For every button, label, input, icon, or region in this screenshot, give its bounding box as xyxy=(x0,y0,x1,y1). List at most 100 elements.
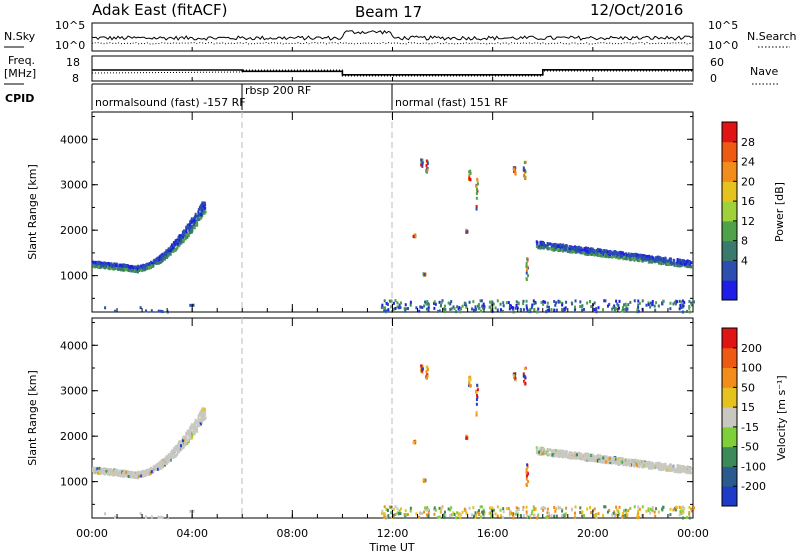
velocity-point xyxy=(539,446,542,450)
nave-line xyxy=(91,69,693,77)
power-point xyxy=(593,253,596,257)
velocity-point xyxy=(529,514,532,518)
velocity-point xyxy=(187,438,190,442)
power-point xyxy=(602,252,605,256)
velocity-point xyxy=(609,460,612,464)
power-point xyxy=(482,302,485,306)
velocity-point xyxy=(463,507,466,511)
power-point xyxy=(388,299,391,303)
velocity-point xyxy=(160,460,163,464)
velocity-point xyxy=(647,509,650,513)
velocity-point xyxy=(442,513,445,517)
power-scatter xyxy=(92,158,695,314)
power-point xyxy=(637,256,640,260)
velocity-point xyxy=(476,388,479,392)
velocity-point xyxy=(669,507,672,511)
colorbar-swatch xyxy=(722,446,737,467)
velocity-point xyxy=(645,464,648,468)
velocity-point xyxy=(465,511,468,515)
power-point xyxy=(590,305,593,309)
velocity-point xyxy=(580,454,583,458)
power-point xyxy=(674,300,677,304)
velocity-point xyxy=(545,516,548,520)
power-point xyxy=(415,306,418,310)
power-point xyxy=(641,259,644,263)
velocity-point xyxy=(621,515,624,519)
velocity-point xyxy=(611,461,614,465)
power-point xyxy=(522,166,525,170)
power-point xyxy=(193,220,196,224)
velocity-point xyxy=(494,512,497,516)
velocity-point xyxy=(677,467,680,471)
velocity-point xyxy=(555,514,558,518)
velocity-point xyxy=(476,383,479,387)
velocity-point xyxy=(465,434,468,438)
velocity-point xyxy=(183,438,186,442)
power-point xyxy=(471,307,474,311)
velocity-point xyxy=(113,473,116,477)
velocity-scatter xyxy=(92,364,695,520)
x-tick-label: 00:00 xyxy=(76,527,108,540)
power-point xyxy=(425,302,428,306)
power-point xyxy=(475,192,478,196)
power-point xyxy=(190,217,193,221)
velocity-point xyxy=(110,470,113,474)
velocity-point xyxy=(135,475,138,479)
velocity-point xyxy=(676,470,679,474)
velocity-point xyxy=(480,505,483,509)
power-point xyxy=(447,301,450,305)
power-point xyxy=(651,300,654,304)
power-point xyxy=(102,264,105,268)
power-point xyxy=(197,214,200,218)
power-point xyxy=(627,255,630,259)
power-point xyxy=(204,206,207,210)
velocity-point xyxy=(580,452,583,456)
velocity-point xyxy=(177,442,180,446)
velocity-point xyxy=(633,463,636,467)
velocity-point xyxy=(583,454,586,458)
velocity-colorbar: 200 100 50 15 -15 -50 -100 -200 xyxy=(721,327,766,507)
power-point xyxy=(570,301,573,305)
velocity-point xyxy=(580,457,583,461)
power-point xyxy=(551,243,554,247)
power-point xyxy=(120,268,123,272)
power-point xyxy=(568,245,571,249)
velocity-point xyxy=(512,374,515,378)
power-point xyxy=(152,264,155,268)
x-tick-label: 04:00 xyxy=(176,527,208,540)
power-point xyxy=(553,300,556,304)
velocity-point xyxy=(529,515,532,519)
velocity-point xyxy=(107,468,110,472)
power-point xyxy=(166,310,169,314)
velocity-point xyxy=(101,469,104,473)
power-point xyxy=(559,300,562,304)
power-point xyxy=(443,310,446,314)
power-point xyxy=(526,265,529,269)
colorbar-swatch xyxy=(722,466,737,487)
power-point xyxy=(648,254,651,258)
power-point xyxy=(669,307,672,311)
velocity-point xyxy=(579,506,582,510)
velocity-point xyxy=(596,459,599,463)
power-point xyxy=(392,307,395,311)
velocity-point xyxy=(542,508,545,512)
velocity-point xyxy=(187,433,190,437)
power-point xyxy=(519,308,522,312)
velocity-point xyxy=(524,376,527,380)
velocity-point xyxy=(149,471,152,475)
velocity-point xyxy=(137,470,140,474)
power-point xyxy=(647,303,650,307)
power-point xyxy=(688,304,691,308)
power-point xyxy=(548,308,551,312)
velocity-point xyxy=(658,466,661,470)
velocity-point xyxy=(565,506,568,510)
velocity-point xyxy=(176,445,179,449)
power-point xyxy=(634,252,637,256)
power-point xyxy=(614,255,617,259)
velocity-point xyxy=(651,508,654,512)
velocity-point xyxy=(584,458,587,462)
power-point xyxy=(595,310,598,314)
velocity-point xyxy=(449,513,452,517)
velocity-point xyxy=(613,514,616,518)
velocity-point xyxy=(93,469,96,473)
